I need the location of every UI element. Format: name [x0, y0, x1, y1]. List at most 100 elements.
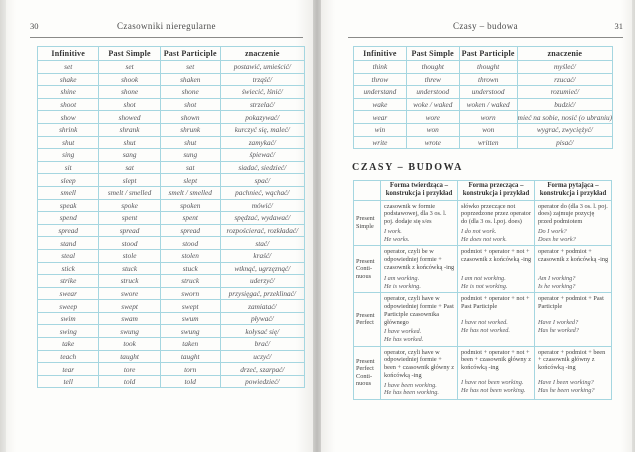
- verb-cell: stolen: [159, 248, 221, 263]
- tenses-header-empty: [353, 180, 381, 201]
- verb-cell: stać/: [219, 236, 306, 250]
- verb-row: shut shut shut zamykać/: [36, 135, 306, 150]
- verb-cell: took: [98, 337, 161, 351]
- verb-cell: woken / waked: [458, 97, 518, 112]
- verb-cell: strzelać/: [219, 97, 306, 112]
- verb-cell: pisać/: [516, 135, 614, 150]
- left-page-number: 30: [30, 21, 39, 31]
- tense-example: Am I working?: [538, 274, 576, 282]
- verb-cell: taken: [159, 337, 221, 351]
- tense-cell-negative: podmiot + operator + not + Past Particip…: [457, 292, 535, 347]
- verb-cell: spent: [98, 211, 161, 225]
- verb-cell: mieć na sobie, nosić (o ubraniu): [516, 110, 614, 124]
- verb-cell: shot: [159, 97, 221, 112]
- tenses-header-interrogative: Forma pytająca – konstrukcja i przykład: [534, 180, 612, 201]
- tense-examples: I do not work. He does not work.: [461, 226, 532, 243]
- tense-examples: I have not worked. He has not worked.: [461, 317, 532, 334]
- verb-row: shrink shrank shrunk kurczyć się, maleć/: [36, 122, 306, 137]
- verb-cell: budzić/: [516, 97, 614, 112]
- verb-row: sweep swept swept zamiatać/: [36, 299, 306, 313]
- verb-row: throw threw thrown rzucać/: [353, 72, 614, 87]
- tense-cell-negative: podmiot + operator + not + been + czasow…: [457, 345, 535, 400]
- tense-example: He has been working.: [384, 389, 439, 397]
- verb-cell: wake: [353, 97, 407, 112]
- verb-cell: told: [98, 374, 161, 389]
- tenses-header-affirmative: Forma twierdząca – konstrukcja i przykła…: [380, 180, 458, 201]
- verb-cell: swim: [36, 311, 100, 326]
- tense-example: I have not been working.: [461, 379, 524, 387]
- verb-cell: stand: [36, 236, 100, 250]
- verb-cell: przysięgać, przeklinać/: [219, 286, 306, 301]
- verb-cell: sing: [36, 148, 100, 162]
- verb-cell: shrink: [36, 122, 100, 137]
- verb-cell: shine: [36, 85, 100, 99]
- tense-rule: operator, czyli have w odpowiedniej form…: [384, 295, 454, 326]
- right-header-rule: [348, 37, 623, 38]
- tense-row: Present Simple czasownik w formie podstawo…: [353, 199, 612, 247]
- tense-example: Has he worked?: [538, 326, 579, 334]
- verb-cell: tell: [36, 374, 100, 389]
- verb-cell: trząść/: [219, 72, 306, 87]
- tense-rule: operator + podmiot + been + czasownik gł…: [538, 348, 606, 372]
- verb-cell: kurczyć się, maleć/: [219, 122, 306, 137]
- verb-row: win won won wygrać, zwyciężyć/: [353, 122, 614, 137]
- verb-cell: showed: [98, 110, 161, 124]
- verb-row: swing swung swung kołysać się/: [36, 324, 306, 339]
- tense-example: I do not work.: [461, 227, 497, 235]
- verb-cell: struck: [159, 274, 221, 288]
- verb-cell: spędzać, wydawać/: [219, 211, 306, 225]
- irregular-verbs-table-right: Infinitive Past Simple Past Participle z…: [353, 46, 614, 150]
- verb-cell: shut: [36, 135, 100, 150]
- verb-cell: struck: [98, 274, 161, 288]
- tense-examples: I have been working. He has been working.: [384, 380, 455, 397]
- verb-cell: won: [458, 122, 518, 137]
- verb-cell: pokazywać/: [219, 110, 306, 124]
- verb-cell: shook: [98, 72, 161, 87]
- verb-cell: shut: [159, 135, 221, 150]
- verb-cell: rozumieć/: [516, 85, 614, 99]
- tense-cell-interrogative: operator do (dla 3 os. l. poj. does) zaj…: [534, 199, 612, 247]
- verb-cell: wear: [353, 110, 407, 124]
- verb-cell: shaken: [159, 72, 221, 87]
- verb-row: tear tore torn drzeć, szarpać/: [36, 362, 306, 376]
- verb-cell: threw: [405, 72, 460, 87]
- verb-row: stick stuck stuck wtknąć, ugrzęznąć/: [36, 261, 306, 276]
- tense-example: I have been working.: [384, 381, 437, 389]
- verb-cell: win: [353, 122, 407, 137]
- verb-cell: spread: [159, 223, 221, 238]
- tense-cell-interrogative: operator + podmiot + czasownik z końcówk…: [534, 245, 612, 294]
- tense-rule: operator + podmiot + czasownik z końcówk…: [538, 248, 609, 263]
- verb-cell: spread: [36, 223, 100, 238]
- verb-cell: shone: [98, 85, 161, 99]
- verb-cell: wore: [405, 110, 460, 124]
- tense-example: Do I work?: [538, 227, 567, 235]
- right-page-number: 31: [614, 21, 624, 31]
- verb-cell: spać/: [219, 173, 306, 187]
- tense-cell-affirmative: operator, czyli be w odpowiedniej formie…: [380, 245, 458, 294]
- verb-cell: understood: [405, 85, 460, 99]
- verb-cell: understand: [353, 85, 407, 99]
- verb-cell: stood: [98, 236, 161, 250]
- verb-cell: wygrać, zwyciężyć/: [516, 122, 614, 137]
- tense-cell-affirmative: operator, czyli have w odpowiedniej form…: [380, 292, 458, 347]
- verb-cell: wtknąć, ugrzęznąć/: [219, 261, 306, 276]
- verb-cell: show: [36, 110, 100, 124]
- tense-row: Present Conti-nuous operator, czyli be w o…: [353, 245, 612, 294]
- tense-example: He has worked.: [384, 335, 424, 343]
- tense-example: I am not working.: [461, 274, 506, 282]
- verb-cell: take: [36, 337, 100, 351]
- verb-cell: smelt / smelled: [159, 185, 221, 200]
- tenses-header-negative: Forma przecząca – konstrukcja i przykład: [457, 180, 535, 201]
- tense-example: Is he working?: [538, 282, 576, 290]
- verb-row: smell smelt / smelled smelt / smelled pachn…: [36, 185, 306, 200]
- tense-example: He works.: [384, 235, 410, 243]
- tense-rule: słówko przeczące not poprzedzone przez o…: [461, 202, 531, 226]
- verb-cell: shrank: [98, 122, 161, 137]
- verb-row: show showed shown pokazywać/: [36, 110, 306, 124]
- verb-cell: slept: [159, 173, 221, 187]
- right-running-head: Czasy – budowa: [452, 21, 519, 31]
- verb-cell: sung: [159, 148, 221, 162]
- verb-cell: sat: [98, 160, 161, 175]
- tense-rule: podmiot + operator + not + czasownik z k…: [461, 248, 532, 263]
